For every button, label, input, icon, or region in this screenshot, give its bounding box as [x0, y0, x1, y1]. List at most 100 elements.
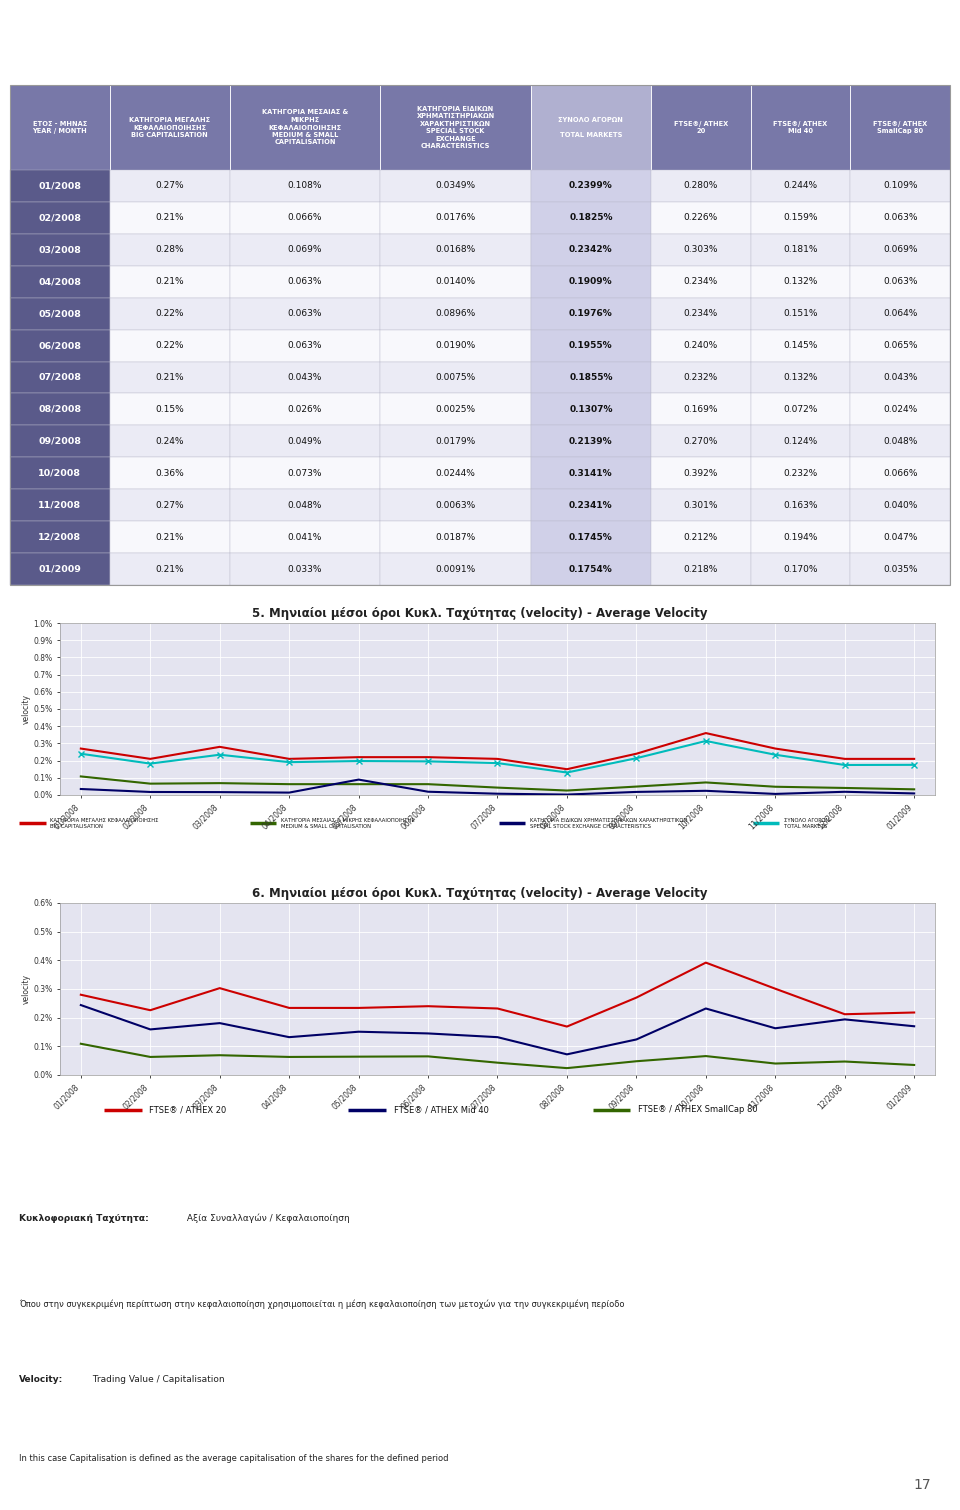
Bar	[229, 521, 380, 553]
Text: Κυκλοφοριακή Ταχύτητα:: Κυκλοφοριακή Ταχύτητα:	[19, 1214, 149, 1223]
Bar	[851, 85, 950, 171]
Text: 0.049%: 0.049%	[288, 436, 323, 445]
Text: 0.163%: 0.163%	[783, 501, 818, 510]
Bar	[109, 329, 229, 361]
Text: 0.0179%: 0.0179%	[436, 436, 476, 445]
Text: 0.24%: 0.24%	[156, 436, 184, 445]
Text: 09/2008: 09/2008	[38, 436, 82, 445]
Bar	[109, 234, 229, 266]
Text: 0.108%: 0.108%	[288, 181, 323, 190]
Text: 0.151%: 0.151%	[783, 310, 818, 319]
Text: In this case Capitalisation is defined as the average capitalisation of the shar: In this case Capitalisation is defined a…	[19, 1454, 449, 1463]
Text: 0.024%: 0.024%	[883, 405, 917, 414]
Text: 0.2341%: 0.2341%	[569, 501, 612, 510]
Text: 0.21%: 0.21%	[156, 565, 184, 574]
Text: 0.0244%: 0.0244%	[436, 468, 475, 477]
Text: 0.3141%: 0.3141%	[569, 468, 612, 477]
Bar	[531, 426, 651, 458]
Text: 0.0187%: 0.0187%	[436, 533, 476, 542]
Bar	[751, 426, 851, 458]
Text: 04/2008: 04/2008	[38, 278, 82, 287]
Text: 0.234%: 0.234%	[684, 310, 718, 319]
Bar	[380, 266, 531, 297]
Bar	[229, 171, 380, 202]
Bar	[229, 297, 380, 329]
Bar	[10, 394, 109, 426]
Text: 0.212%: 0.212%	[684, 533, 718, 542]
Bar	[109, 426, 229, 458]
Text: 08/2008: 08/2008	[38, 405, 82, 414]
Text: Όπου στην συγκεκριμένη περίπτωση στην κεφαλαιοποίηση χρησιμοποιείται η μέση κεφα: Όπου στην συγκεκριμένη περίπτωση στην κε…	[19, 1300, 625, 1309]
Bar	[651, 85, 751, 171]
Bar	[651, 553, 751, 584]
Text: 0.1754%: 0.1754%	[569, 565, 612, 574]
Bar	[10, 202, 109, 234]
Bar	[851, 266, 950, 297]
Bar	[380, 521, 531, 553]
Text: 5. Μηνιαίοι μέσοι όροι Κυκλ. Ταχύτητας (velocity) - Average Velocity: 5. Μηνιαίοι μέσοι όροι Κυκλ. Ταχύτητας (…	[252, 607, 708, 621]
Bar	[10, 458, 109, 489]
Text: 0.041%: 0.041%	[288, 533, 323, 542]
Text: FTSE® / ATHEX Mid 40: FTSE® / ATHEX Mid 40	[394, 1105, 489, 1114]
Text: 0.1855%: 0.1855%	[569, 373, 612, 382]
Text: 0.124%: 0.124%	[783, 436, 818, 445]
Text: FTSE® / ATHEX SmallCap 80: FTSE® / ATHEX SmallCap 80	[637, 1105, 757, 1114]
Bar	[10, 489, 109, 521]
Text: 11/2008: 11/2008	[38, 501, 82, 510]
Text: 0.0091%: 0.0091%	[436, 565, 476, 574]
Bar	[229, 553, 380, 584]
Bar	[651, 202, 751, 234]
Text: 0.043%: 0.043%	[288, 373, 323, 382]
Bar	[851, 329, 950, 361]
Text: 0.27%: 0.27%	[156, 501, 184, 510]
Text: 0.15%: 0.15%	[156, 405, 184, 414]
Bar	[380, 202, 531, 234]
Text: 0.066%: 0.066%	[288, 213, 323, 222]
Text: 0.0075%: 0.0075%	[436, 373, 476, 382]
Text: 0.048%: 0.048%	[883, 436, 918, 445]
Bar	[229, 426, 380, 458]
Text: 01/2008: 01/2008	[38, 181, 82, 190]
Text: 0.21%: 0.21%	[156, 533, 184, 542]
Text: FTSE® / ATHEX 20: FTSE® / ATHEX 20	[149, 1105, 227, 1114]
Text: 0.047%: 0.047%	[883, 533, 918, 542]
Text: 0.0140%: 0.0140%	[436, 278, 475, 287]
Text: 01/2009: 01/2009	[38, 565, 82, 574]
Bar	[851, 553, 950, 584]
Bar	[531, 171, 651, 202]
Bar	[751, 171, 851, 202]
Text: 0.159%: 0.159%	[783, 213, 818, 222]
Bar	[10, 234, 109, 266]
Text: 0.063%: 0.063%	[288, 310, 323, 319]
Bar	[10, 266, 109, 297]
Bar	[531, 553, 651, 584]
Bar	[531, 521, 651, 553]
Bar	[751, 329, 851, 361]
Bar	[531, 329, 651, 361]
Bar	[229, 85, 380, 171]
Text: 0.1976%: 0.1976%	[569, 310, 612, 319]
Text: ΚΑΤΗΓΟΡΙΑ ΕΙΔΙΚΩΝ ΧΡΗΜΑΤΙΣΤΗΡΙΑΚΩΝ ΧΑΡΑΚΤΗΡΙΣΤΙΚΩΝ
SPECIAL STOCK EXCHANGE CHARAC: ΚΑΤΗΓΟΡΙΑ ΕΙΔΙΚΩΝ ΧΡΗΜΑΤΙΣΤΗΡΙΑΚΩΝ ΧΑΡΑΚ…	[530, 817, 687, 829]
Bar	[229, 234, 380, 266]
Bar	[531, 202, 651, 234]
Text: 0.28%: 0.28%	[156, 245, 184, 254]
Bar	[380, 171, 531, 202]
Bar	[851, 297, 950, 329]
Text: 0.181%: 0.181%	[783, 245, 818, 254]
Bar	[10, 361, 109, 394]
Bar	[651, 234, 751, 266]
Text: 0.21%: 0.21%	[156, 278, 184, 287]
Bar	[229, 329, 380, 361]
Text: 0.0190%: 0.0190%	[436, 341, 476, 350]
Text: Monthly average daily velocity for groups of shares: Monthly average daily velocity for group…	[277, 51, 683, 66]
Text: 12/2008: 12/2008	[38, 533, 82, 542]
Bar	[380, 426, 531, 458]
Text: 0.1955%: 0.1955%	[569, 341, 612, 350]
Bar	[109, 489, 229, 521]
Bar	[851, 426, 950, 458]
Bar	[651, 394, 751, 426]
Text: 0.063%: 0.063%	[883, 213, 918, 222]
Bar	[10, 521, 109, 553]
Bar	[380, 297, 531, 329]
Text: 0.0063%: 0.0063%	[436, 501, 476, 510]
